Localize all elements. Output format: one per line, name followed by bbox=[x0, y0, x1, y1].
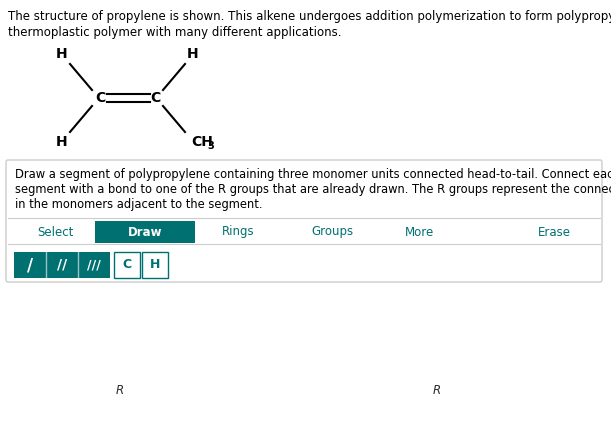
Text: Erase: Erase bbox=[538, 225, 571, 239]
FancyBboxPatch shape bbox=[78, 252, 110, 278]
FancyBboxPatch shape bbox=[114, 252, 140, 278]
Text: C: C bbox=[95, 91, 105, 105]
FancyBboxPatch shape bbox=[142, 252, 168, 278]
Text: Rings: Rings bbox=[222, 225, 254, 239]
Text: H: H bbox=[150, 258, 160, 272]
Text: Select: Select bbox=[37, 225, 73, 239]
Text: H: H bbox=[56, 135, 68, 149]
Text: CH: CH bbox=[191, 135, 213, 149]
Text: /: / bbox=[27, 256, 33, 274]
Text: H: H bbox=[56, 47, 68, 61]
FancyBboxPatch shape bbox=[95, 221, 195, 243]
Text: The structure of propylene is shown. This alkene undergoes addition polymerizati: The structure of propylene is shown. Thi… bbox=[8, 10, 611, 23]
Text: segment with a bond to one of the R groups that are already drawn. The R groups : segment with a bond to one of the R grou… bbox=[15, 183, 611, 196]
Text: Groups: Groups bbox=[311, 225, 353, 239]
Text: in the monomers adjacent to the segment.: in the monomers adjacent to the segment. bbox=[15, 198, 263, 211]
FancyBboxPatch shape bbox=[6, 160, 602, 282]
Text: thermoplastic polymer with many different applications.: thermoplastic polymer with many differen… bbox=[8, 26, 342, 39]
FancyBboxPatch shape bbox=[46, 252, 78, 278]
Text: R: R bbox=[116, 384, 124, 396]
Text: More: More bbox=[405, 225, 434, 239]
Text: R: R bbox=[433, 384, 441, 396]
FancyBboxPatch shape bbox=[14, 252, 46, 278]
Text: Draw: Draw bbox=[128, 225, 163, 239]
Text: Draw a segment of polypropylene containing three monomer units connected head-to: Draw a segment of polypropylene containi… bbox=[15, 168, 611, 181]
Text: 3: 3 bbox=[207, 141, 214, 151]
Text: ///: /// bbox=[87, 258, 101, 272]
Text: //: // bbox=[57, 258, 67, 272]
Text: C: C bbox=[122, 258, 131, 272]
Text: H: H bbox=[187, 47, 199, 61]
Text: C: C bbox=[150, 91, 160, 105]
